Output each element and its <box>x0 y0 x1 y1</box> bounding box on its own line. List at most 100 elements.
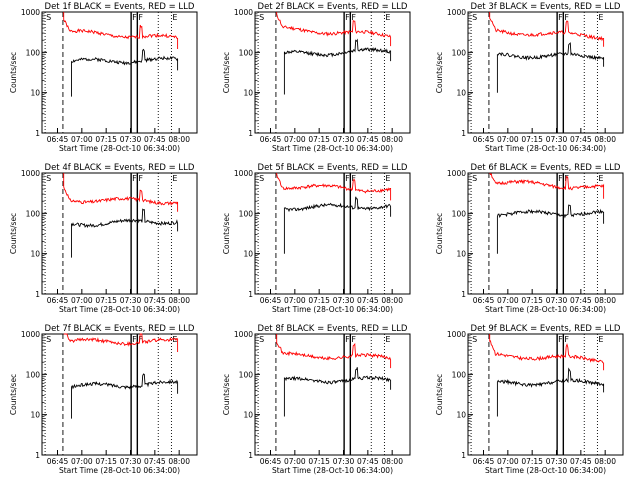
plot-frame <box>467 172 624 295</box>
events-series-line <box>283 196 392 254</box>
lld-series-line <box>63 12 179 49</box>
event-marker-label: F <box>132 174 137 183</box>
x-tick-label: 07:15 <box>95 457 117 466</box>
event-marker-label: S <box>259 335 264 344</box>
x-axis-label: Start Time (28-Oct-10 06:34:00) <box>59 466 180 475</box>
event-marker-label: E <box>385 174 390 183</box>
x-tick-label: 07:45 <box>570 135 592 144</box>
event-marker-label: E <box>598 13 603 22</box>
y-tick-label: 100 <box>452 370 467 379</box>
y-axis-label: Counts/sec <box>222 374 231 415</box>
plot-frame <box>467 333 624 456</box>
y-tick-label: 1000 <box>21 330 40 339</box>
x-tick-label: 06:45 <box>260 296 282 305</box>
x-tick-label: 07:30 <box>333 296 355 305</box>
lld-series-line <box>489 172 605 199</box>
event-marker-label: S <box>46 335 51 344</box>
y-tick-label: 1 <box>248 290 253 299</box>
y-tick-label: 100 <box>26 209 41 218</box>
event-marker-label: F <box>558 335 563 344</box>
lld-series-line <box>276 12 392 47</box>
lld-series-line <box>276 173 392 201</box>
detector-panel-4: Det 4f BLACK = Events, RED = LLD 1 10 100 10… <box>9 163 198 314</box>
y-tick-label: 1 <box>461 129 466 138</box>
y-tick-label: 1000 <box>447 169 466 178</box>
x-tick-label: 07:30 <box>333 457 355 466</box>
event-marker-label: E <box>385 13 390 22</box>
x-tick-label: 07:45 <box>144 457 166 466</box>
y-tick-label: 1 <box>248 129 253 138</box>
x-tick-label: 07:30 <box>546 457 568 466</box>
detector-panel-5: Det 5f BLACK = Events, RED = LLD 1 10 100 10… <box>222 163 411 314</box>
x-tick-label: 08:00 <box>381 135 403 144</box>
event-marker-label: S <box>46 174 51 183</box>
y-tick-label: 100 <box>26 370 41 379</box>
x-tick-label: 07:30 <box>333 135 355 144</box>
x-tick-label: 07:00 <box>284 296 306 305</box>
event-marker-label: F <box>558 174 563 183</box>
x-tick-label: 07:15 <box>308 457 330 466</box>
events-series-line <box>496 367 605 417</box>
panel-title: Det 3f BLACK = Events, RED = LLD <box>471 2 621 12</box>
y-tick-label: 1 <box>248 451 253 460</box>
events-series-line <box>283 367 392 417</box>
x-axis-label: Start Time (28-Oct-10 06:34:00) <box>59 144 180 153</box>
event-marker-label: F <box>132 13 137 22</box>
plot-frame <box>41 11 198 134</box>
panel-title: Det 7f BLACK = Events, RED = LLD <box>45 324 195 334</box>
x-tick-label: 07:30 <box>120 135 142 144</box>
panel-title: Det 9f BLACK = Events, RED = LLD <box>471 324 621 334</box>
lld-series-line <box>489 12 605 47</box>
x-tick-label: 07:00 <box>71 457 93 466</box>
event-marker-label: E <box>172 13 177 22</box>
panel-title: Det 6f BLACK = Events, RED = LLD <box>471 163 621 173</box>
y-axis-label: Counts/sec <box>435 374 444 415</box>
y-tick-label: 100 <box>26 48 41 57</box>
y-axis-label: Counts/sec <box>222 213 231 254</box>
plot-frame <box>41 172 198 295</box>
y-tick-label: 1000 <box>234 330 253 339</box>
panel-title: Det 8f BLACK = Events, RED = LLD <box>258 324 408 334</box>
y-axis-label: Counts/sec <box>435 213 444 254</box>
x-tick-label: 06:45 <box>47 457 69 466</box>
x-tick-label: 07:15 <box>521 135 543 144</box>
events-series-line <box>71 48 179 97</box>
event-marker-label: F <box>564 174 569 183</box>
x-tick-label: 07:30 <box>120 457 142 466</box>
x-tick-label: 07:00 <box>497 135 519 144</box>
x-axis-label: Start Time (28-Oct-10 06:34:00) <box>485 144 606 153</box>
x-tick-label: 07:45 <box>570 296 592 305</box>
y-tick-label: 1 <box>461 451 466 460</box>
x-tick-label: 07:15 <box>308 296 330 305</box>
event-marker-label: E <box>598 335 603 344</box>
x-tick-label: 08:00 <box>594 296 616 305</box>
detector-panel-9: Det 9f BLACK = Events, RED = LLD 1 10 100 10… <box>435 324 624 475</box>
x-tick-label: 08:00 <box>168 296 190 305</box>
x-tick-label: 07:00 <box>284 135 306 144</box>
detector-panel-7: Det 7f BLACK = Events, RED = LLD 1 10 100 10… <box>9 324 198 475</box>
y-tick-label: 10 <box>456 411 466 420</box>
x-tick-label: 07:30 <box>120 296 142 305</box>
x-tick-label: 07:30 <box>546 296 568 305</box>
x-tick-label: 06:45 <box>47 135 69 144</box>
y-tick-label: 100 <box>452 48 467 57</box>
plot-frame <box>467 11 624 134</box>
event-marker-label: F <box>345 13 350 22</box>
event-marker-label: S <box>472 335 477 344</box>
x-tick-label: 06:45 <box>473 457 495 466</box>
y-tick-label: 1000 <box>21 8 40 17</box>
event-marker-label: F <box>558 13 563 22</box>
events-series-line <box>283 38 392 95</box>
events-series-line <box>496 42 605 93</box>
event-marker-label: S <box>472 174 477 183</box>
x-tick-label: 07:45 <box>570 457 592 466</box>
x-axis-label: Start Time (28-Oct-10 06:34:00) <box>272 466 393 475</box>
x-tick-label: 07:00 <box>497 296 519 305</box>
y-tick-label: 10 <box>456 250 466 259</box>
events-series-line <box>71 373 179 419</box>
event-marker-label: F <box>138 13 143 22</box>
y-tick-label: 100 <box>239 48 254 57</box>
x-tick-label: 08:00 <box>168 135 190 144</box>
x-tick-label: 08:00 <box>381 296 403 305</box>
x-tick-label: 07:15 <box>521 457 543 466</box>
